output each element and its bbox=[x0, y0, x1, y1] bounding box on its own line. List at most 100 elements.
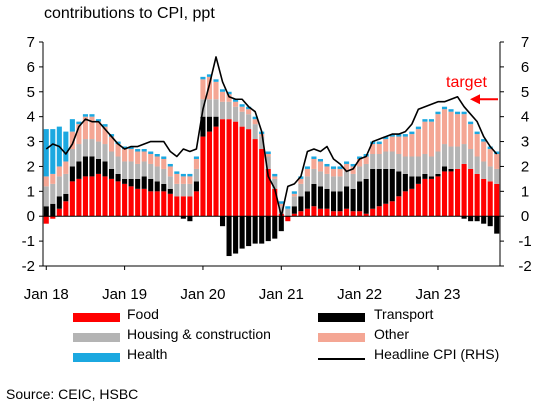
bar-housing-2022-12 bbox=[428, 156, 434, 177]
legend-label-health: Health bbox=[127, 346, 168, 362]
bar-housing-2021-05 bbox=[304, 176, 310, 192]
bar-other-2019-07 bbox=[161, 158, 167, 169]
bar-transport-2018-10 bbox=[102, 161, 108, 177]
bar-housing-2020-11 bbox=[265, 156, 271, 169]
bar-other-2023-06 bbox=[468, 124, 474, 150]
bar-food-2018-11 bbox=[109, 178, 115, 217]
bar-transport-2018-12 bbox=[115, 173, 121, 182]
right-tick-label: -1 bbox=[518, 233, 531, 250]
bar-food-2022-10 bbox=[415, 183, 421, 217]
bar-transport-2019-04 bbox=[141, 176, 147, 189]
bar-health-2019-01 bbox=[122, 146, 128, 150]
bar-transport-2018-09 bbox=[95, 158, 102, 174]
bar-transport-2018-02 bbox=[50, 203, 56, 217]
bar-transport-2021-06 bbox=[311, 183, 317, 207]
right-tick-label: 1 bbox=[521, 183, 529, 200]
bar-other-2018-10 bbox=[102, 126, 108, 145]
bar-other-2021-10 bbox=[337, 168, 343, 177]
bar-other-2021-08 bbox=[324, 166, 330, 174]
bar-food-2018-10 bbox=[102, 176, 108, 217]
bar-transport-2022-08 bbox=[402, 173, 408, 192]
bar-transport-2021-08 bbox=[324, 188, 330, 209]
bar-housing-2021-04 bbox=[298, 183, 304, 197]
bar-health-2020-07 bbox=[239, 104, 245, 107]
bar-transport-2020-02 bbox=[206, 116, 213, 132]
bar-transport-2020-06 bbox=[233, 216, 239, 254]
bar-housing-2018-06 bbox=[76, 144, 82, 162]
bar-housing-2023-02 bbox=[441, 144, 448, 167]
bar-health-2022-01 bbox=[357, 156, 363, 159]
bar-transport-2019-06 bbox=[154, 181, 160, 192]
bar-housing-2022-07 bbox=[396, 154, 402, 172]
bar-food-2018-09 bbox=[95, 173, 102, 217]
legend-line-headline bbox=[318, 358, 365, 360]
bar-other-2018-08 bbox=[89, 116, 95, 140]
bar-health-2019-12 bbox=[193, 156, 199, 159]
bar-health-2018-05 bbox=[69, 119, 75, 132]
bar-food-2020-11 bbox=[265, 168, 271, 217]
bar-other-2022-07 bbox=[396, 136, 402, 154]
bar-housing-2021-09 bbox=[330, 176, 337, 192]
bar-food-2018-05 bbox=[69, 181, 75, 217]
bar-other-2022-08 bbox=[402, 136, 408, 157]
bar-health-2019-08 bbox=[167, 163, 173, 167]
bar-housing-2022-02 bbox=[363, 163, 369, 179]
bar-transport-2021-09 bbox=[330, 191, 337, 212]
bar-food-2022-11 bbox=[422, 178, 428, 217]
bar-food-2019-01 bbox=[122, 183, 128, 217]
bar-transport-2022-11 bbox=[422, 173, 428, 179]
bar-housing-2022-04 bbox=[376, 154, 382, 169]
bar-housing-2019-10 bbox=[180, 183, 186, 197]
right-tick-label: 4 bbox=[521, 109, 529, 126]
bar-other-2020-05 bbox=[226, 94, 232, 102]
bar-housing-2018-09 bbox=[95, 141, 102, 159]
bar-housing-2018-12 bbox=[115, 156, 121, 174]
bar-food-2018-07 bbox=[82, 176, 88, 217]
bar-other-2023-02 bbox=[441, 109, 448, 145]
bar-food-2022-01 bbox=[357, 211, 363, 217]
bar-health-2018-02 bbox=[50, 129, 56, 174]
bar-health-2023-06 bbox=[468, 121, 474, 125]
bar-health-2018-09 bbox=[95, 119, 102, 122]
bar-food-2023-02 bbox=[441, 171, 448, 217]
bar-food-2023-03 bbox=[448, 171, 454, 217]
bar-transport-2022-07 bbox=[396, 171, 402, 197]
bar-food-2022-08 bbox=[402, 191, 408, 217]
bar-food-2019-08 bbox=[167, 193, 173, 217]
bar-other-2021-04 bbox=[298, 178, 304, 184]
bar-health-2021-07 bbox=[317, 158, 324, 162]
bar-housing-2021-12 bbox=[350, 173, 356, 189]
bar-food-2019-04 bbox=[141, 188, 147, 217]
bar-housing-2022-06 bbox=[389, 151, 395, 169]
bar-other-2020-04 bbox=[219, 91, 226, 102]
bar-food-2021-06 bbox=[311, 206, 317, 217]
bar-other-2018-03 bbox=[56, 166, 62, 177]
bar-food-2019-03 bbox=[135, 188, 141, 217]
bar-food-2021-05 bbox=[304, 208, 310, 217]
bar-housing-2019-02 bbox=[128, 161, 134, 179]
bar-housing-2019-04 bbox=[141, 161, 147, 177]
bar-transport-2020-05 bbox=[226, 216, 232, 257]
bar-health-2021-06 bbox=[311, 156, 317, 159]
x-tick-label: Jan 19 bbox=[102, 286, 147, 303]
bar-health-2023-02 bbox=[441, 106, 448, 110]
bar-health-2021-09 bbox=[330, 166, 337, 169]
bar-other-2022-05 bbox=[383, 139, 389, 152]
bar-other-2023-10 bbox=[494, 154, 500, 169]
bar-housing-2022-01 bbox=[357, 166, 363, 182]
bar-other-2020-09 bbox=[252, 119, 258, 125]
bar-food-2020-01 bbox=[200, 136, 206, 217]
bar-other-2018-09 bbox=[95, 121, 102, 142]
bar-other-2021-07 bbox=[317, 161, 324, 172]
bar-health-2021-03 bbox=[291, 191, 297, 194]
bar-health-2022-05 bbox=[383, 136, 389, 140]
bar-transport-2020-09 bbox=[252, 216, 258, 244]
bar-other-2019-06 bbox=[154, 156, 160, 167]
bar-food-2020-02 bbox=[206, 131, 213, 217]
bar-housing-2019-07 bbox=[161, 168, 167, 184]
bar-health-2021-10 bbox=[337, 166, 343, 169]
bar-other-2019-10 bbox=[180, 176, 186, 184]
bar-food-2020-05 bbox=[226, 119, 232, 217]
bar-health-2018-04 bbox=[63, 131, 69, 162]
